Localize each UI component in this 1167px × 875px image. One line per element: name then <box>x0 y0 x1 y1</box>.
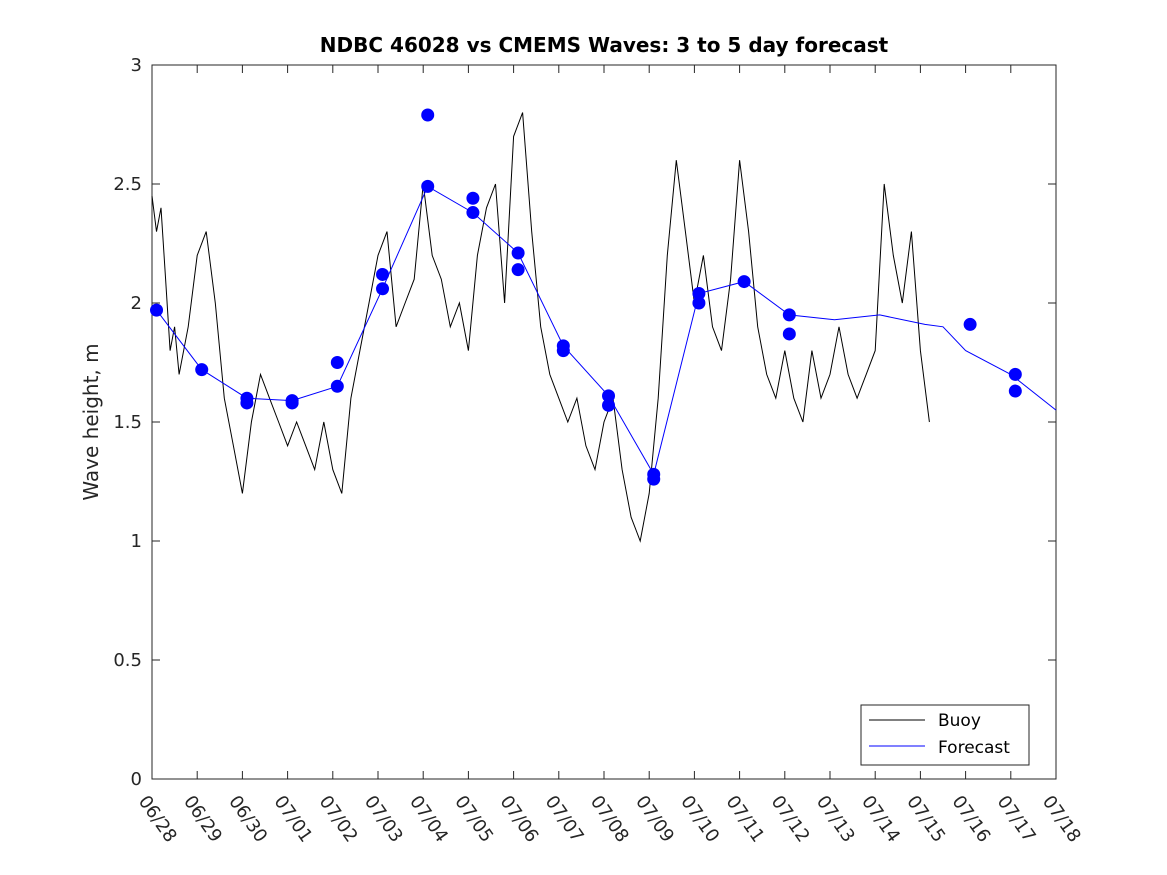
y-tick-label: 1 <box>131 531 142 552</box>
forecast-marker <box>421 108 435 122</box>
forecast-marker <box>692 286 706 300</box>
forecast-marker <box>195 363 209 377</box>
forecast-marker <box>737 275 751 289</box>
forecast-marker <box>692 296 706 310</box>
forecast-marker <box>466 206 480 220</box>
y-tick-label: 0.5 <box>113 650 142 671</box>
forecast-marker <box>602 389 616 403</box>
forecast-marker <box>782 308 796 322</box>
forecast-marker <box>1008 367 1022 381</box>
forecast-marker <box>330 379 344 393</box>
forecast-marker <box>963 317 977 331</box>
forecast-marker <box>647 472 661 486</box>
forecast-marker <box>240 396 254 410</box>
legend-box <box>860 704 1030 766</box>
y-axis-label: Wave height, m <box>79 343 103 500</box>
forecast-marker <box>421 179 435 193</box>
legend: Buoy Forecast <box>860 704 1030 766</box>
series-line-forecast <box>156 185 1057 476</box>
forecast-marker <box>466 191 480 205</box>
y-tick-label: 0 <box>131 769 142 790</box>
forecast-marker <box>511 263 525 277</box>
y-tick-label: 2.5 <box>113 174 142 195</box>
forecast-marker <box>511 246 525 260</box>
forecast-marker <box>376 282 390 296</box>
forecast-marker <box>376 267 390 281</box>
forecast-marker <box>556 344 570 358</box>
forecast-marker <box>782 327 796 341</box>
forecast-marker <box>150 303 164 317</box>
y-tick-label: 1.5 <box>113 412 142 433</box>
y-tick-label: 3 <box>131 55 142 76</box>
legend-label-forecast: Forecast <box>938 738 1010 758</box>
legend-label-buoy: Buoy <box>938 711 981 731</box>
forecast-marker <box>285 396 299 410</box>
forecast-marker <box>330 356 344 369</box>
series-line-buoy <box>151 112 930 543</box>
forecast-marker <box>1008 384 1022 398</box>
y-tick-label: 2 <box>131 293 142 314</box>
chart-title: NDBC 46028 vs CMEMS Waves: 3 to 5 day fo… <box>320 33 889 57</box>
forecast-marker <box>602 398 616 412</box>
